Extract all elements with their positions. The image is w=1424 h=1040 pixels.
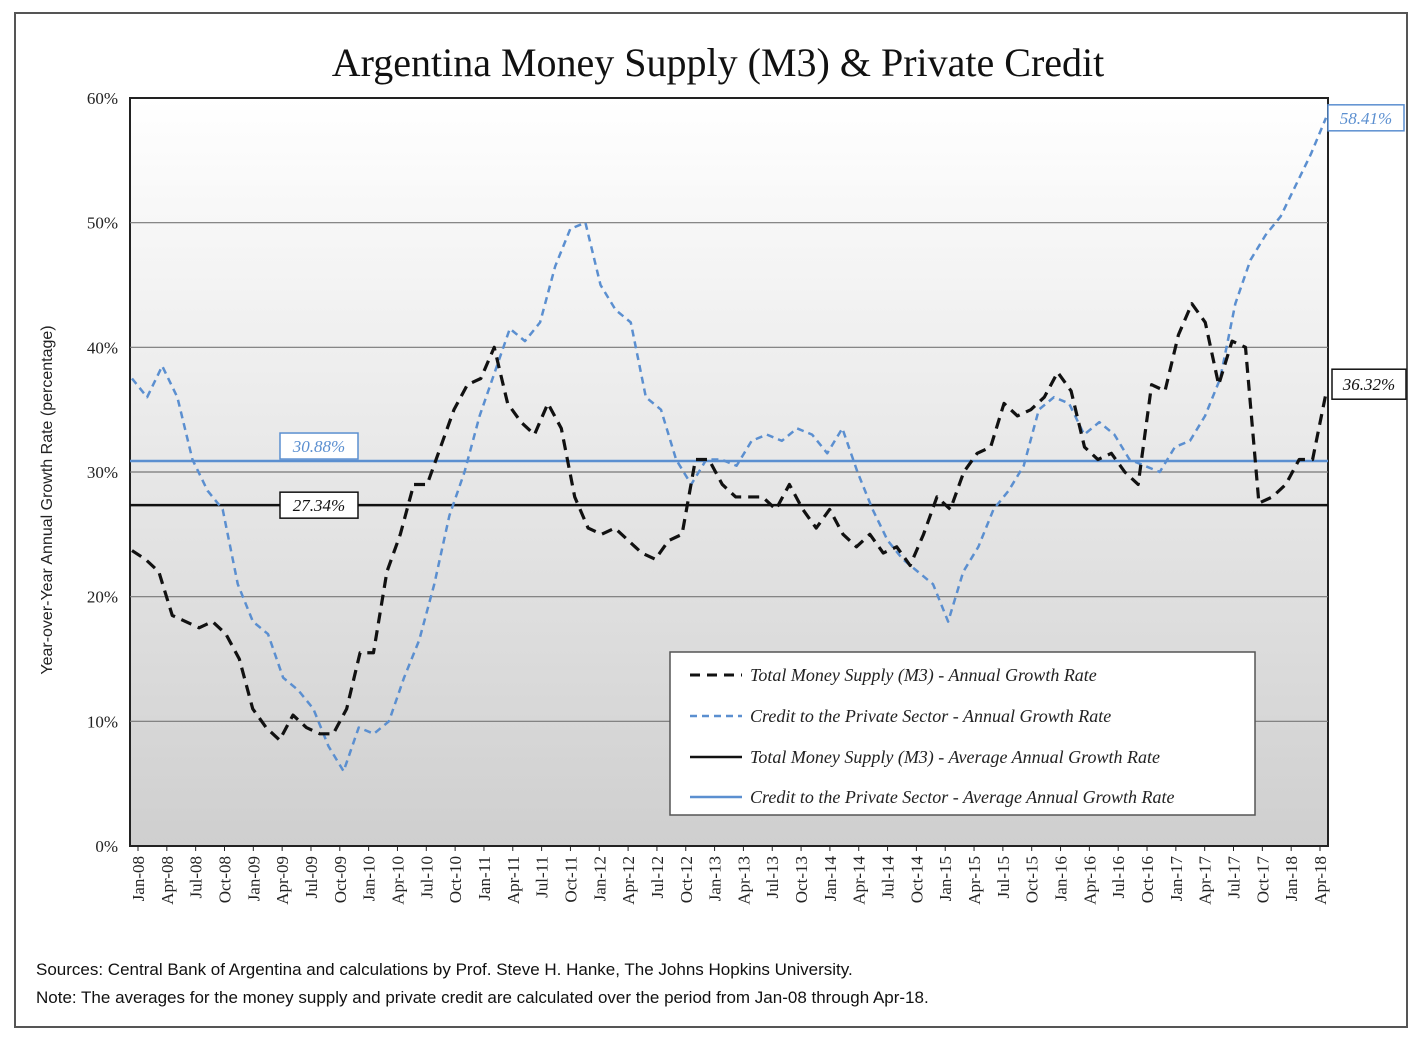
x-tick-label: Oct-13 (792, 856, 811, 903)
x-tick-label: Jul-10 (417, 856, 436, 899)
credit-last-callout: 58.41% (1340, 109, 1392, 128)
x-tick-label: Apr-14 (850, 856, 869, 905)
legend-label-m3: Total Money Supply (M3) - Annual Growth … (750, 665, 1097, 686)
x-tick-label: Apr-18 (1311, 856, 1330, 905)
x-tick-label: Jan-17 (1167, 856, 1186, 902)
x-tick-label: Apr-16 (1080, 856, 1099, 905)
y-tick-label: 10% (87, 712, 118, 731)
chart-title: Argentina Money Supply (M3) & Private Cr… (332, 40, 1105, 85)
x-tick-label: Oct-16 (1138, 856, 1157, 903)
x-tick-label: Jan-16 (1052, 856, 1071, 901)
x-tick-label: Jan-14 (821, 856, 840, 902)
x-tick-label: Jul-13 (763, 856, 782, 899)
x-tick-label: Oct-17 (1253, 856, 1272, 904)
x-tick-label: Jul-16 (1109, 856, 1128, 899)
averages-note: Note: The averages for the money supply … (36, 988, 929, 1007)
x-tick-label: Jul-17 (1225, 856, 1244, 899)
y-tick-label: 60% (87, 89, 118, 108)
legend-box (669, 651, 1256, 816)
x-tick-label: Oct-10 (446, 856, 465, 903)
legend-label-credit: Credit to the Private Sector - Annual Gr… (750, 706, 1111, 726)
x-tick-label: Jul-08 (187, 856, 206, 899)
legend: Total Money Supply (M3) - Annual Growth … (669, 651, 1256, 816)
credit-average-callout: 30.88% (292, 437, 345, 456)
m3-average-callout-box (279, 491, 359, 519)
m3-last-callout: 36.32% (1342, 375, 1395, 394)
x-tick-label: Jan-09 (244, 856, 263, 901)
x-tick-label: Oct-14 (907, 856, 926, 904)
sources-note: Sources: Central Bank of Argentina and c… (36, 960, 853, 979)
y-axis-label: Year-over-Year Annual Growth Rate (perce… (39, 325, 56, 674)
x-tick-label: Apr-11 (504, 856, 523, 904)
x-tick-label: Oct-15 (1023, 856, 1042, 903)
x-tick-label: Apr-12 (619, 856, 638, 905)
x-tick-label: Jan-12 (590, 856, 609, 901)
y-tick-label: 50% (87, 214, 118, 233)
x-tick-label: Jul-15 (994, 856, 1013, 899)
x-tick-label: Jul-14 (879, 856, 898, 899)
x-tick-label: Jul-12 (648, 856, 667, 899)
x-tick-label: Apr-09 (273, 856, 292, 905)
x-tick-label: Jan-13 (706, 856, 725, 901)
credit-growth-line (131, 117, 1328, 773)
credit-average-callout-box (279, 432, 359, 460)
x-tick-label: Apr-17 (1196, 856, 1215, 905)
y-tick-label: 30% (87, 463, 118, 482)
x-tick-label: Apr-08 (158, 856, 177, 905)
credit-last-callout-box (1327, 104, 1405, 132)
y-tick-label: 0% (95, 837, 118, 856)
x-tick-label: Apr-15 (965, 856, 984, 905)
x-tick-label: Jan-08 (129, 856, 148, 901)
x-tick-label: Jul-09 (302, 856, 321, 899)
y-tick-label: 40% (87, 338, 118, 357)
y-tick-label: 20% (87, 588, 118, 607)
legend-label-credit-average: Credit to the Private Sector - Average A… (750, 787, 1174, 807)
x-tick-label: Apr-10 (388, 856, 407, 905)
x-tick-label: Oct-09 (331, 856, 350, 903)
x-tick-label: Jul-11 (533, 856, 552, 898)
x-tick-label: Apr-13 (734, 856, 753, 905)
x-tick-label: Jan-11 (475, 856, 494, 901)
x-tick-label: Oct-11 (561, 856, 580, 903)
x-tick-label: Oct-12 (677, 856, 696, 903)
legend-label-m3-average: Total Money Supply (M3) - Average Annual… (750, 747, 1160, 768)
x-tick-label: Oct-08 (215, 856, 234, 903)
x-tick-label: Jan-18 (1282, 856, 1301, 901)
m3-average-callout: 27.34% (293, 496, 345, 515)
x-tick-label: Jan-10 (360, 856, 379, 901)
x-tick-label: Jan-15 (936, 856, 955, 901)
m3-last-callout-box (1331, 368, 1407, 400)
